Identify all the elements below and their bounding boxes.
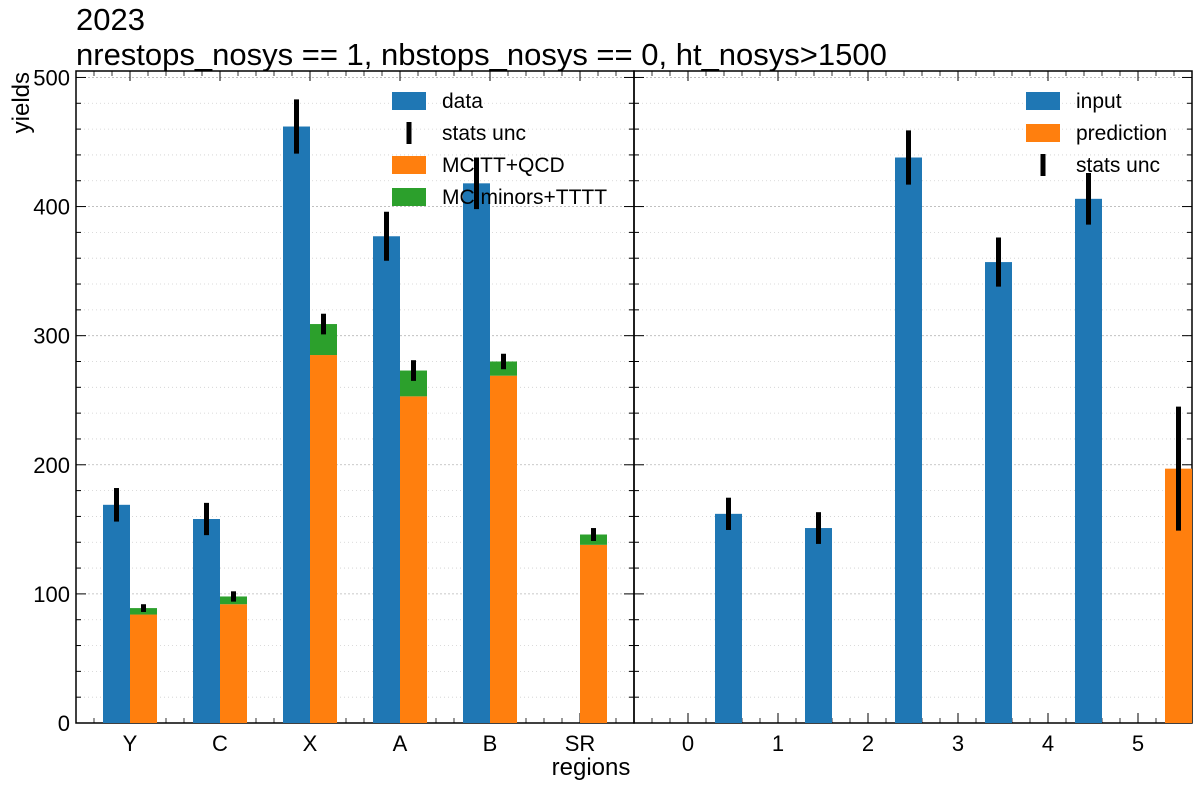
- bar-mc-tt-qcd: [580, 544, 607, 723]
- y-tick-label: 200: [33, 453, 70, 478]
- y-tick-label: 500: [33, 65, 70, 90]
- bar-input: [715, 513, 742, 723]
- bar-mc-tt-qcd: [220, 604, 247, 723]
- legend-label: stats unc: [1076, 154, 1160, 177]
- chart-title-year: 2023: [76, 2, 145, 37]
- bar-data: [283, 126, 310, 723]
- bar-mc-tt-qcd: [310, 355, 337, 723]
- bar-mc-tt-qcd: [400, 396, 427, 723]
- bar-data: [463, 183, 490, 723]
- bar-mc-tt-qcd: [130, 614, 157, 723]
- y-tick-label: 300: [33, 324, 70, 349]
- bar-mc-tt-qcd: [490, 375, 517, 723]
- bar-data: [193, 519, 220, 723]
- y-axis-label: yields: [8, 72, 35, 133]
- x-tick-label: 2: [862, 731, 874, 756]
- x-tick-label: 0: [682, 731, 694, 756]
- x-axis-label: regions: [552, 754, 631, 781]
- legend-label: prediction: [1076, 122, 1167, 145]
- right-panel: 0 1 2 3 4 5 input prediction stats unc: [633, 70, 1193, 756]
- legend-swatch: [392, 156, 426, 174]
- y-tick-label: 400: [33, 195, 70, 220]
- y-tick-label: 0: [58, 711, 70, 736]
- legend-label: MC minors+TTTT: [442, 186, 607, 209]
- bar-input: [1075, 198, 1102, 724]
- x-tick-label: B: [483, 731, 498, 756]
- legend-label: input: [1076, 90, 1122, 113]
- x-tick-label: Y: [123, 731, 138, 756]
- bar-input: [805, 528, 832, 723]
- bar-data: [103, 504, 130, 723]
- x-tick-label: SR: [565, 731, 596, 756]
- bar-input: [895, 157, 922, 723]
- bar-data: [373, 236, 400, 723]
- x-tick-label: 4: [1042, 731, 1054, 756]
- legend-label: stats unc: [442, 122, 526, 145]
- legend-swatch: [392, 188, 426, 206]
- legend-swatch: [1026, 92, 1060, 110]
- x-tick-label: X: [303, 731, 318, 756]
- legend-label: MC TT+QCD: [442, 154, 565, 177]
- y-tick-label: 100: [33, 582, 70, 607]
- bar-input: [985, 262, 1012, 723]
- left-panel: 0 100 200 300 400 500 Y C X A B SR data stats unc MC T…: [33, 65, 635, 756]
- x-tick-label: 1: [772, 731, 784, 756]
- x-tick-label: C: [212, 731, 228, 756]
- x-tick-label: 5: [1132, 731, 1144, 756]
- x-tick-label: A: [393, 731, 408, 756]
- x-tick-label: 3: [952, 731, 964, 756]
- legend-swatch: [1026, 124, 1060, 142]
- chart-title-selection: nrestops_nosys == 1, nbstops_nosys == 0,…: [76, 37, 887, 72]
- legend-swatch: [392, 92, 426, 110]
- legend-label: data: [442, 90, 483, 113]
